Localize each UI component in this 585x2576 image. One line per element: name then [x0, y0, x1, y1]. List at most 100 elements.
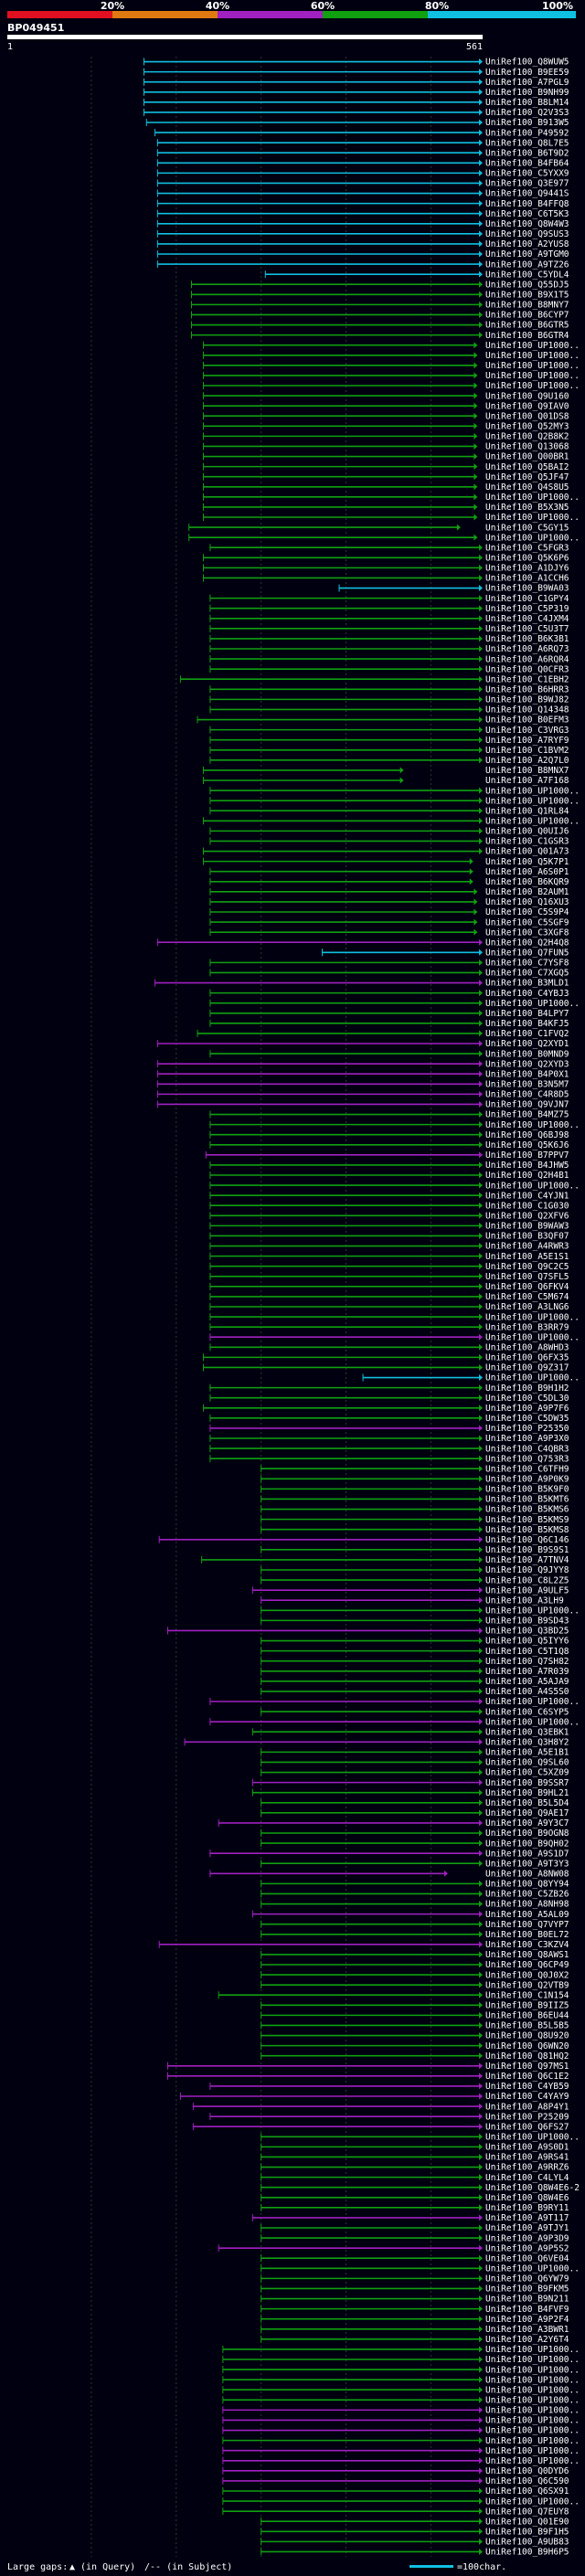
hit-label[interactable]: UniRef100_C5DL30: [485, 1394, 569, 1404]
hit-label[interactable]: UniRef100_Q7VYP7: [485, 1920, 569, 1930]
hit-row[interactable]: UniRef100_Q8L7E5: [156, 138, 569, 148]
hit-row[interactable]: UniRef100_UP1000..: [222, 2436, 580, 2446]
hit-row[interactable]: UniRef100_UP1000..: [222, 2345, 580, 2355]
hit-row[interactable]: UniRef100_Q2XFV6: [209, 1212, 569, 1222]
hit-label[interactable]: UniRef100_B4MZ75: [485, 1110, 569, 1120]
hit-row[interactable]: UniRef100_B0EFM3: [197, 716, 569, 726]
hit-label[interactable]: UniRef100_Q9IAV0: [485, 401, 569, 411]
hit-row[interactable]: UniRef100_UP1000..: [261, 2264, 580, 2274]
hit-row[interactable]: UniRef100_A4RWR3: [209, 1242, 569, 1252]
hit-label[interactable]: UniRef100_Q8YY94: [485, 1880, 569, 1890]
hit-row[interactable]: UniRef100_A2Y6T4: [261, 2335, 569, 2345]
hit-label[interactable]: UniRef100_Q6CP49: [485, 1960, 569, 1970]
hit-label[interactable]: UniRef100_A9P3X0: [485, 1434, 569, 1444]
hit-row[interactable]: UniRef100_B9FKM5: [261, 2284, 569, 2295]
hit-label[interactable]: UniRef100_B9NH99: [485, 88, 569, 98]
hit-row[interactable]: UniRef100_A7TNV4: [201, 1555, 569, 1565]
hit-label[interactable]: UniRef100_Q7FUN5: [485, 949, 569, 959]
hit-label[interactable]: UniRef100_B0MND9: [485, 1049, 569, 1059]
hit-row[interactable]: UniRef100_C1BVM2: [209, 746, 569, 756]
hit-row[interactable]: UniRef100_A8NH98: [261, 1900, 569, 1910]
hit-label[interactable]: UniRef100_C6TFH9: [485, 1464, 569, 1474]
hit-label[interactable]: UniRef100_A4RWR3: [485, 1242, 569, 1252]
hit-row[interactable]: UniRef100_Q7EUY8: [222, 2507, 569, 2517]
hit-row[interactable]: UniRef100_C7XGQ5: [209, 969, 569, 979]
hit-label[interactable]: UniRef100_B6K3B1: [485, 634, 569, 644]
hit-row[interactable]: UniRef100_Q00BR1: [203, 452, 569, 462]
hit-label[interactable]: UniRef100_C5P319: [485, 604, 569, 614]
hit-row[interactable]: UniRef100_A7F168: [203, 776, 569, 786]
hit-label[interactable]: UniRef100_UP1000..: [485, 341, 580, 351]
hit-label[interactable]: UniRef100_Q16XU3: [485, 897, 569, 907]
hit-label[interactable]: UniRef100_Q0DYD6: [485, 2466, 569, 2476]
hit-row[interactable]: UniRef100_C4JXM4: [209, 614, 569, 624]
hit-row[interactable]: UniRef100_Q8AWS1: [261, 1950, 569, 1960]
hit-label[interactable]: UniRef100_Q3EBK1: [485, 1727, 569, 1737]
hit-label[interactable]: UniRef100_Q55DJ5: [485, 280, 569, 290]
hit-row[interactable]: UniRef100_UP1000..: [209, 1697, 580, 1707]
hit-label[interactable]: UniRef100_Q6SX91: [485, 2486, 569, 2496]
hit-row[interactable]: UniRef100_Q2V3S3: [144, 108, 569, 118]
hit-label[interactable]: UniRef100_UP1000..: [485, 513, 580, 523]
hit-row[interactable]: UniRef100_B8MNY7: [191, 301, 569, 311]
hit-label[interactable]: UniRef100_UP1000..: [485, 1332, 580, 1342]
hit-row[interactable]: UniRef100_C5XZ09: [261, 1768, 569, 1778]
hit-row[interactable]: UniRef100_A9RRZ6: [261, 2163, 569, 2173]
hit-label[interactable]: UniRef100_A9TJY1: [485, 2223, 569, 2233]
hit-label[interactable]: UniRef100_B9EE59: [485, 68, 569, 78]
hit-row[interactable]: UniRef100_P49592: [154, 128, 569, 138]
hit-label[interactable]: UniRef100_UP1000..: [485, 2355, 580, 2365]
hit-label[interactable]: UniRef100_A7R039: [485, 1667, 569, 1677]
hit-label[interactable]: UniRef100_C5S9P4: [485, 907, 569, 917]
hit-row[interactable]: UniRef100_B9EE59: [144, 68, 569, 78]
hit-label[interactable]: UniRef100_C1N154: [485, 1990, 569, 2000]
hit-row[interactable]: UniRef100_Q6C146: [158, 1535, 569, 1545]
hit-row[interactable]: UniRef100_UP1000..: [222, 2385, 580, 2395]
hit-label[interactable]: UniRef100_B9RY11: [485, 2203, 569, 2213]
hit-row[interactable]: UniRef100_UP1000..: [203, 361, 580, 371]
hit-label[interactable]: UniRef100_B4JHW5: [485, 1161, 569, 1171]
hit-label[interactable]: UniRef100_P25209: [485, 2112, 569, 2122]
hit-row[interactable]: UniRef100_C1GSR3: [209, 837, 569, 847]
hit-label[interactable]: UniRef100_B6CYP7: [485, 311, 569, 321]
hit-label[interactable]: UniRef100_B6KQR9: [485, 877, 569, 887]
hit-label[interactable]: UniRef100_B7PPV7: [485, 1150, 569, 1161]
hit-row[interactable]: UniRef100_C5M674: [209, 1292, 569, 1302]
hit-label[interactable]: UniRef100_Q2XYD1: [485, 1039, 569, 1049]
hit-label[interactable]: UniRef100_A9P5S2: [485, 2243, 569, 2253]
hit-label[interactable]: UniRef100_UP1000..: [485, 361, 580, 371]
hit-label[interactable]: UniRef100_B9WJ82: [485, 695, 569, 705]
hit-label[interactable]: UniRef100_A1DJY6: [485, 564, 569, 574]
hit-label[interactable]: UniRef100_Q2H4B1: [485, 1171, 569, 1181]
hit-label[interactable]: UniRef100_Q9SL60: [485, 1758, 569, 1768]
hit-label[interactable]: UniRef100_A8NH98: [485, 1900, 569, 1910]
hit-label[interactable]: UniRef100_Q9AE17: [485, 1808, 569, 1818]
hit-label[interactable]: UniRef100_C3VRG3: [485, 726, 569, 736]
hit-label[interactable]: UniRef100_Q7EUY8: [485, 2507, 569, 2517]
hit-row[interactable]: UniRef100_Q6C1E2: [167, 2072, 569, 2082]
hit-row[interactable]: UniRef100_C7YSF8: [209, 959, 569, 969]
hit-row[interactable]: UniRef100_A9Y3C7: [218, 1818, 569, 1829]
hit-row[interactable]: UniRef100_A7R039: [261, 1667, 569, 1677]
hit-row[interactable]: UniRef100_B5KMS8: [261, 1525, 569, 1535]
hit-row[interactable]: UniRef100_Q8W4E6-2: [261, 2183, 580, 2193]
hit-row[interactable]: UniRef100_A9UB83: [261, 2538, 569, 2548]
hit-row[interactable]: UniRef100_B3MLD1: [154, 979, 569, 989]
hit-label[interactable]: UniRef100_B9QH02: [485, 1839, 569, 1849]
hit-label[interactable]: UniRef100_Q5BAI2: [485, 462, 569, 472]
hit-row[interactable]: UniRef100_A3LNG6: [209, 1302, 569, 1312]
hit-label[interactable]: UniRef100_A8WHD3: [485, 1343, 569, 1353]
hit-row[interactable]: UniRef100_UP1000..: [222, 2375, 580, 2385]
hit-label[interactable]: UniRef100_C5SGF9: [485, 917, 569, 928]
hit-label[interactable]: UniRef100_B5L5D4: [485, 1798, 569, 1808]
hit-row[interactable]: UniRef100_B4FB64: [156, 159, 569, 169]
hit-row[interactable]: UniRef100_A9T3Y3: [261, 1859, 569, 1869]
hit-label[interactable]: UniRef100_B9X1T5: [485, 291, 569, 301]
hit-row[interactable]: UniRef100_A8P4Y1: [192, 2102, 569, 2112]
hit-row[interactable]: UniRef100_A9P0K9: [261, 1475, 569, 1485]
hit-row[interactable]: UniRef100_Q6CP49: [261, 1960, 569, 1970]
hit-label[interactable]: UniRef100_Q8U920: [485, 2031, 569, 2041]
hit-label[interactable]: UniRef100_Q753R3: [485, 1454, 569, 1464]
hit-row[interactable]: UniRef100_B5K9F0: [261, 1485, 569, 1495]
hit-label[interactable]: UniRef100_Q6BJ98: [485, 1130, 569, 1140]
